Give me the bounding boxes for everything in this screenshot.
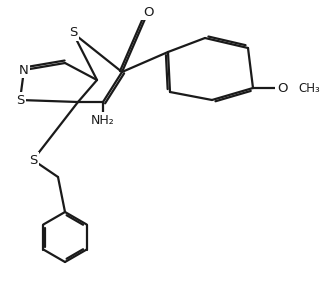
Text: O: O <box>277 82 287 95</box>
Text: O: O <box>143 5 153 18</box>
Text: NH₂: NH₂ <box>91 114 115 126</box>
Text: N: N <box>19 64 29 76</box>
Text: S: S <box>16 94 24 106</box>
Text: CH₃: CH₃ <box>298 82 320 95</box>
Text: S: S <box>69 26 77 39</box>
Text: S: S <box>29 154 37 167</box>
